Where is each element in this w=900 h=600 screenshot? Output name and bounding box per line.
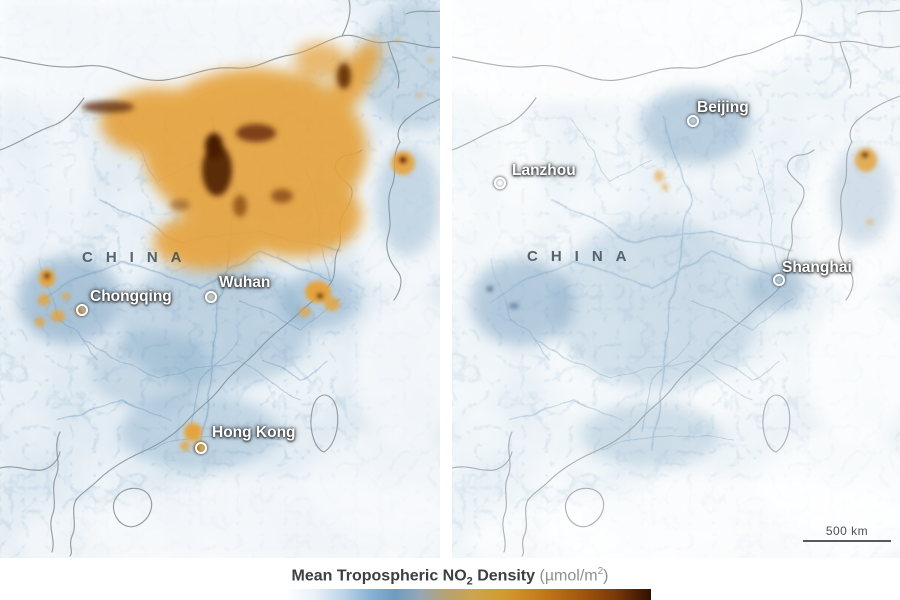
city-marker-shanghai xyxy=(772,273,785,286)
legend-title: Mean Tropospheric NO2 Density (µmol/m2) xyxy=(0,566,900,588)
city-label-hong-kong: Hong Kong xyxy=(212,424,296,441)
city-label-chongqing: Chongqing xyxy=(90,288,172,305)
scale-bar-label: 500 km xyxy=(825,524,869,538)
left-pollution-plume xyxy=(35,37,433,453)
scale-bar-line xyxy=(803,540,891,542)
legend-gradient-bar xyxy=(285,589,651,600)
city-label-wuhan: Wuhan xyxy=(219,274,271,291)
satellite-maps-svg xyxy=(0,0,900,558)
city-label-shanghai: Shanghai xyxy=(782,259,852,276)
legend: Mean Tropospheric NO2 Density (µmol/m2) xyxy=(0,558,900,600)
city-marker-chongqing xyxy=(75,303,88,316)
city-label-beijing: Beijing xyxy=(697,99,749,116)
city-marker-beijing xyxy=(686,114,699,127)
left-map xyxy=(0,0,440,558)
city-marker-lanzhou xyxy=(493,176,506,189)
maps-row: CHINA Chongqing Wuhan Hong Kong CHINA La… xyxy=(0,0,900,558)
country-label-right: CHINA xyxy=(527,248,640,265)
panel-divider xyxy=(440,0,452,558)
city-label-lanzhou: Lanzhou xyxy=(512,162,576,179)
legend-unit-suffix: ) xyxy=(603,567,609,585)
right-pollution-spots xyxy=(487,148,877,309)
legend-title-subscript: 2 xyxy=(466,575,473,588)
legend-unit-prefix: (µmol/m xyxy=(539,567,598,585)
legend-title-rest: Density xyxy=(472,567,536,585)
right-map xyxy=(452,0,900,558)
legend-title-main: Mean Tropospheric NO xyxy=(291,567,467,585)
city-marker-hong-kong xyxy=(194,441,207,454)
city-marker-wuhan xyxy=(204,290,217,303)
scale-bar: 500 km xyxy=(803,524,891,542)
country-label-left: CHINA xyxy=(82,249,195,266)
legend-unit-sup: 2 xyxy=(597,566,604,577)
